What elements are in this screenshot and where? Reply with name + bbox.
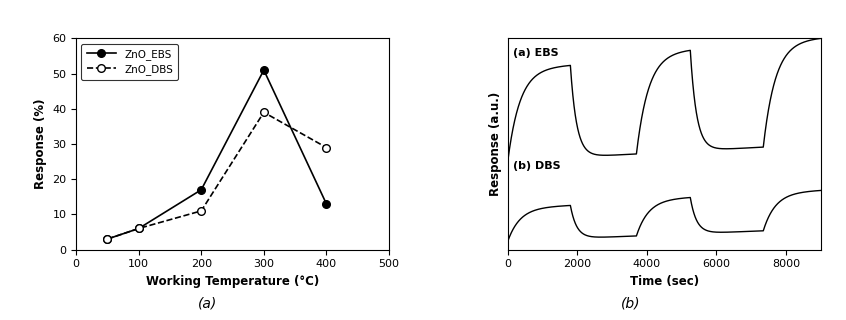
Text: (b) DBS: (b) DBS xyxy=(513,161,561,171)
X-axis label: Time (sec): Time (sec) xyxy=(629,275,699,288)
Y-axis label: Response (a.u.): Response (a.u.) xyxy=(489,92,503,196)
ZnO_EBS xyxy=(134,227,144,230)
ZnO_EBS xyxy=(196,188,206,192)
Y-axis label: Response (%): Response (%) xyxy=(34,99,47,189)
Text: (a): (a) xyxy=(198,296,217,310)
Text: (b): (b) xyxy=(620,296,640,310)
ZnO_DBS xyxy=(102,237,113,241)
Text: (a) EBS: (a) EBS xyxy=(513,48,558,58)
ZnO_EBS xyxy=(102,237,113,241)
ZnO_DBS xyxy=(259,110,269,114)
Line: ZnO_EBS: ZnO_EBS xyxy=(103,66,330,243)
Line: ZnO_DBS: ZnO_DBS xyxy=(103,108,330,243)
ZnO_EBS xyxy=(259,68,269,72)
ZnO_EBS xyxy=(321,202,332,206)
ZnO_DBS xyxy=(321,146,332,149)
X-axis label: Working Temperature (°C): Working Temperature (°C) xyxy=(146,275,319,288)
ZnO_DBS xyxy=(196,209,206,213)
ZnO_DBS xyxy=(134,227,144,230)
Legend: ZnO_EBS, ZnO_DBS: ZnO_EBS, ZnO_DBS xyxy=(81,44,179,80)
